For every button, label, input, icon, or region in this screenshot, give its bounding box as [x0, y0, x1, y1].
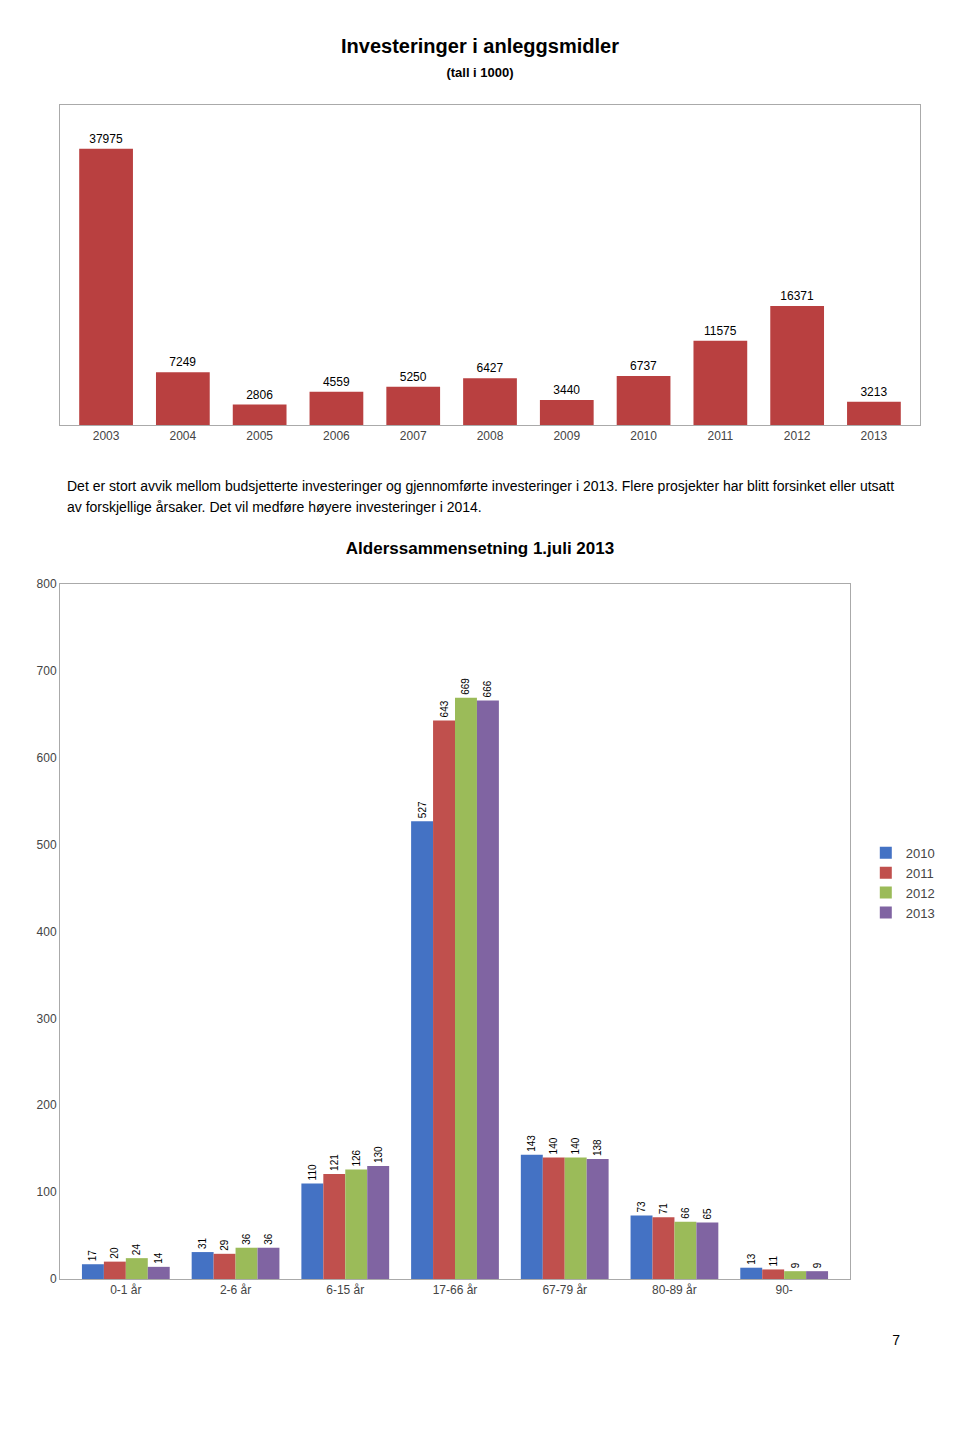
svg-text:2004: 2004: [170, 429, 197, 443]
svg-text:Investeringer i anleggsmidler: Investeringer i anleggsmidler: [341, 35, 619, 57]
svg-text:65: 65: [702, 1208, 713, 1220]
svg-text:643: 643: [439, 700, 450, 717]
svg-text:6-15 år: 6-15 år: [326, 1283, 364, 1297]
svg-text:2007: 2007: [400, 429, 427, 443]
svg-text:3440: 3440: [553, 383, 580, 397]
svg-text:130: 130: [373, 1146, 384, 1163]
svg-text:37975: 37975: [89, 132, 123, 146]
svg-text:2013: 2013: [906, 906, 935, 921]
svg-text:0-1 år: 0-1 år: [110, 1283, 141, 1297]
svg-text:67-79 år: 67-79 år: [542, 1283, 587, 1297]
svg-text:Alderssammensetning 1.juli 201: Alderssammensetning 1.juli 2013: [346, 539, 614, 558]
html-text:7: 7: [892, 1332, 900, 1348]
svg-text:2010: 2010: [906, 846, 935, 861]
svg-text:71: 71: [658, 1203, 669, 1215]
svg-text:73: 73: [636, 1201, 647, 1213]
svg-text:110: 110: [307, 1164, 318, 1180]
svg-text:2006: 2006: [323, 429, 350, 443]
svg-text:20: 20: [109, 1247, 120, 1259]
svg-text:9: 9: [790, 1262, 801, 1268]
svg-text:90-: 90-: [775, 1283, 792, 1297]
svg-text:2-6 år: 2-6 år: [220, 1283, 251, 1297]
svg-text:14: 14: [153, 1252, 164, 1264]
svg-text:6737: 6737: [630, 359, 657, 373]
svg-text:700: 700: [37, 664, 57, 678]
svg-text:0: 0: [50, 1272, 57, 1286]
svg-text:200: 200: [37, 1098, 57, 1112]
svg-text:500: 500: [37, 838, 57, 852]
svg-text:11: 11: [768, 1256, 779, 1267]
svg-text:13: 13: [746, 1253, 757, 1265]
svg-text:2011: 2011: [707, 429, 733, 443]
svg-text:17-66 år: 17-66 år: [433, 1283, 478, 1297]
svg-text:36: 36: [263, 1233, 274, 1245]
svg-text:140: 140: [570, 1137, 581, 1154]
svg-text:666: 666: [482, 680, 493, 697]
svg-text:300: 300: [37, 1012, 57, 1026]
svg-text:6427: 6427: [476, 361, 503, 375]
svg-text:7249: 7249: [169, 355, 196, 369]
svg-text:100: 100: [37, 1185, 57, 1199]
svg-text:16371: 16371: [780, 289, 814, 303]
svg-text:2003: 2003: [93, 429, 120, 443]
svg-text:2013: 2013: [861, 429, 888, 443]
svg-text:24: 24: [131, 1244, 142, 1256]
svg-text:2012: 2012: [906, 886, 935, 901]
svg-text:36: 36: [241, 1233, 252, 1245]
svg-text:80-89 år: 80-89 år: [652, 1283, 697, 1297]
svg-text:2008: 2008: [477, 429, 504, 443]
svg-text:5250: 5250: [400, 370, 427, 384]
svg-text:140: 140: [548, 1137, 559, 1154]
svg-text:31: 31: [197, 1238, 208, 1250]
svg-text:400: 400: [37, 925, 57, 939]
svg-text:600: 600: [37, 751, 57, 765]
svg-text:17: 17: [87, 1250, 98, 1262]
svg-text:(tall i 1000): (tall i 1000): [446, 65, 513, 80]
svg-text:669: 669: [460, 678, 471, 695]
svg-text:138: 138: [592, 1139, 603, 1156]
svg-text:2010: 2010: [630, 429, 657, 443]
svg-text:3213: 3213: [860, 385, 887, 399]
svg-text:800: 800: [37, 577, 57, 591]
svg-text:2009: 2009: [553, 429, 580, 443]
svg-text:126: 126: [351, 1149, 362, 1166]
svg-text:121: 121: [329, 1154, 340, 1171]
svg-text:2005: 2005: [246, 429, 273, 443]
svg-text:2806: 2806: [246, 388, 273, 402]
svg-text:143: 143: [526, 1135, 537, 1152]
svg-text:2012: 2012: [784, 429, 811, 443]
html-text:Det er stort avvik mellom buds: Det er stort avvik mellom budsjetterte i…: [67, 478, 895, 515]
svg-text:9: 9: [812, 1262, 823, 1268]
svg-text:2011: 2011: [906, 866, 934, 881]
svg-text:29: 29: [219, 1239, 230, 1251]
svg-text:66: 66: [680, 1207, 691, 1219]
svg-text:527: 527: [417, 801, 428, 818]
svg-text:11575: 11575: [704, 324, 737, 338]
svg-text:4559: 4559: [323, 375, 350, 389]
